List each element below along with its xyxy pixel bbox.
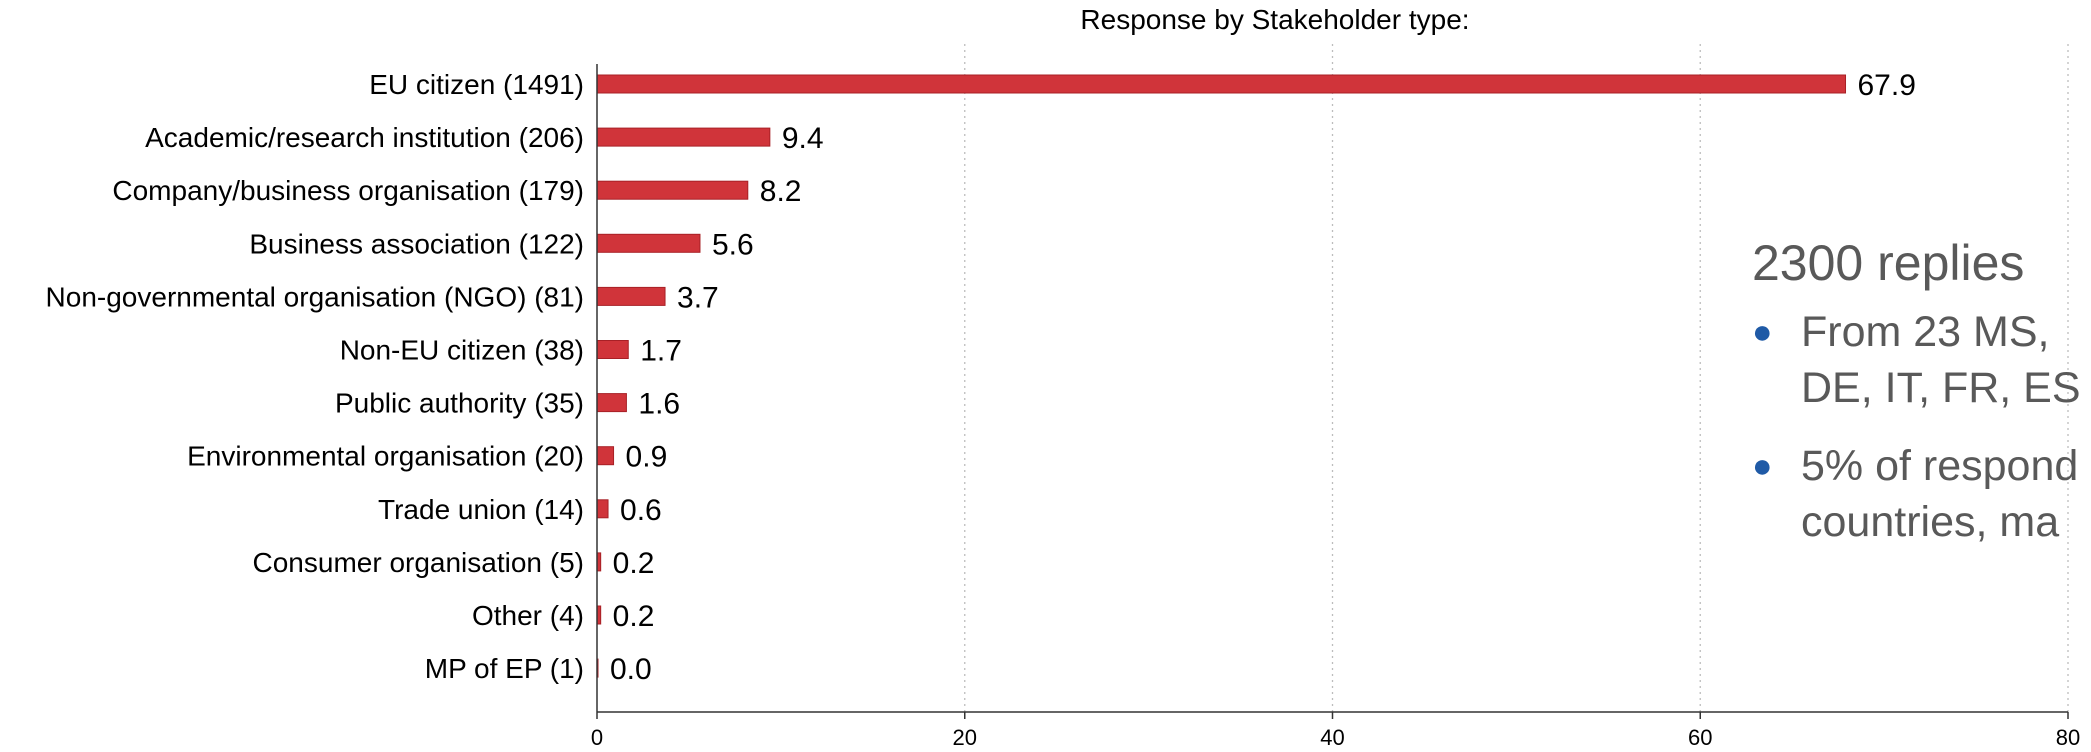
replies-count-heading: 2300 replies (1752, 235, 2025, 291)
bar (596, 180, 749, 200)
value-label: 3.7 (677, 281, 719, 314)
value-label: 1.7 (640, 335, 682, 368)
category-label: Non-governmental organisation (NGO) (81) (46, 281, 584, 312)
summary-bullet-item: ● 5% of respond countries, ma (1752, 438, 2091, 550)
bar (596, 393, 627, 413)
value-labels: 67.9 9.4 8.25.6 3.7 1.7 1.6 0.9 0.6 0.2 0.2 0.0 (610, 69, 1916, 686)
value-label: 0.9 (626, 441, 668, 474)
value-label: 0.6 (620, 494, 662, 527)
value-label: 0.2 (613, 547, 655, 580)
bars (596, 74, 1847, 678)
value-label: 9.4 (782, 122, 824, 155)
category-labels: EU citizen (1491) Academic/research insti… (46, 69, 584, 684)
x-tick-label: 60 (1688, 725, 1712, 750)
x-tick-label: 80 (2056, 725, 2080, 750)
chart-title: Response by Stakeholder type: (1080, 4, 1469, 35)
summary-line: countries, ma (1801, 498, 2060, 546)
value-label: 1.6 (638, 388, 680, 421)
category-label: Consumer organisation (5) (253, 547, 585, 578)
category-label: Environmental organisation (20) (187, 441, 584, 472)
category-label: Public authority (35) (335, 388, 584, 419)
category-label: Business association (122) (249, 228, 584, 259)
summary-bullet-list: ● From 23 MS, DE, IT, FR, ES ● 5% of res… (1752, 304, 2091, 550)
value-label: 0.0 (610, 653, 652, 686)
x-tick-label: 0 (591, 725, 603, 750)
value-label: 8.2 (760, 175, 802, 208)
x-tick-label: 40 (1320, 725, 1344, 750)
x-tick-label: 20 (953, 725, 977, 750)
category-label: Academic/research institution (206) (145, 122, 584, 153)
bullet-icon: ● (1752, 313, 1773, 351)
bar (596, 340, 629, 359)
category-label: MP of EP (1) (425, 653, 584, 684)
value-label: 5.6 (712, 228, 754, 261)
value-label: 0.2 (613, 600, 655, 633)
bar (596, 233, 701, 253)
bar (596, 499, 609, 519)
category-label: EU citizen (1491) (369, 69, 584, 100)
bar (596, 127, 771, 147)
bar (596, 446, 615, 466)
summary-line: 5% of respond (1801, 442, 2079, 490)
bullet-icon: ● (1752, 447, 1773, 485)
category-label: Company/business organisation (179) (112, 175, 584, 206)
category-label: Trade union (14) (378, 494, 584, 525)
category-label: Non-EU citizen (38) (340, 335, 584, 366)
value-label: 67.9 (1858, 69, 1916, 102)
x-axis: 0 20 40 60 80 (591, 64, 2080, 750)
replies-summary-panel: 2300 replies ● From 23 MS, DE, IT, FR, E… (1752, 228, 2091, 572)
summary-bullet-item: ● From 23 MS, DE, IT, FR, ES (1752, 304, 2091, 416)
bar (596, 74, 1847, 94)
category-label: Other (4) (472, 600, 584, 631)
bar (596, 286, 666, 306)
summary-line: DE, IT, FR, ES (1801, 364, 2081, 412)
summary-line: From 23 MS, (1801, 308, 2050, 356)
